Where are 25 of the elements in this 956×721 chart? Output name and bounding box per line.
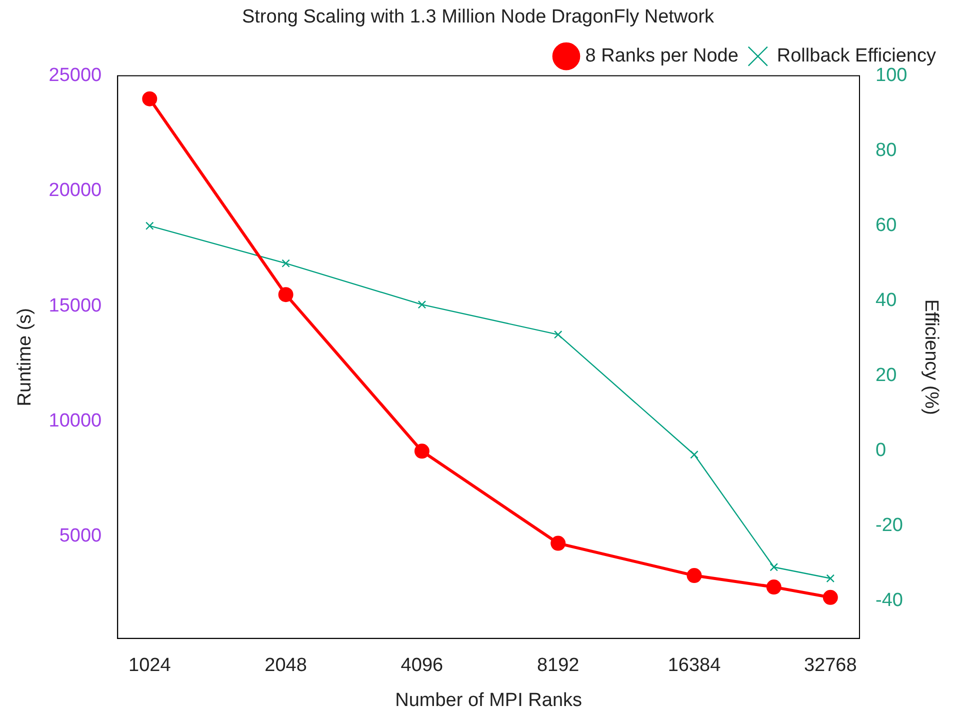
y2-tick-label: -20 bbox=[876, 515, 903, 536]
x-tick-label: 8192 bbox=[536, 655, 580, 676]
y2-tick-label: 60 bbox=[876, 215, 897, 236]
y-tick-label: 5000 bbox=[59, 526, 102, 547]
x-tick-label: 32768 bbox=[804, 655, 857, 676]
y2-tick-label: 80 bbox=[876, 140, 897, 162]
y2-tick-label: 0 bbox=[876, 440, 886, 462]
x-tick-label: 1024 bbox=[128, 655, 172, 676]
x-tick-label: 2048 bbox=[264, 655, 307, 676]
y-tick-label: 10000 bbox=[48, 410, 102, 432]
x-tick-label: 4096 bbox=[400, 655, 444, 676]
y2-tick-label: -40 bbox=[876, 590, 903, 612]
y2-tick-label: 20 bbox=[876, 365, 897, 386]
y2-tick-label: 40 bbox=[876, 290, 897, 312]
legend-label: 8 Ranks per Node bbox=[585, 46, 738, 67]
y2-tick-label: 100 bbox=[876, 65, 908, 86]
y-tick-label: 15000 bbox=[48, 295, 102, 316]
y-axis-title: Runtime (s) bbox=[14, 308, 36, 406]
y-tick-label: 20000 bbox=[48, 180, 102, 202]
chart-title: Strong Scaling with 1.3 Million Node DragonFly Network bbox=[242, 6, 715, 28]
x-axis-title: Number of MPI Ranks bbox=[395, 690, 582, 711]
legend-label: Rollback Efficiency bbox=[776, 46, 936, 67]
x-tick-label: 16384 bbox=[668, 655, 722, 676]
y2-axis-title: Efficiency (%) bbox=[920, 299, 942, 415]
y-tick-label: 25000 bbox=[48, 65, 102, 86]
